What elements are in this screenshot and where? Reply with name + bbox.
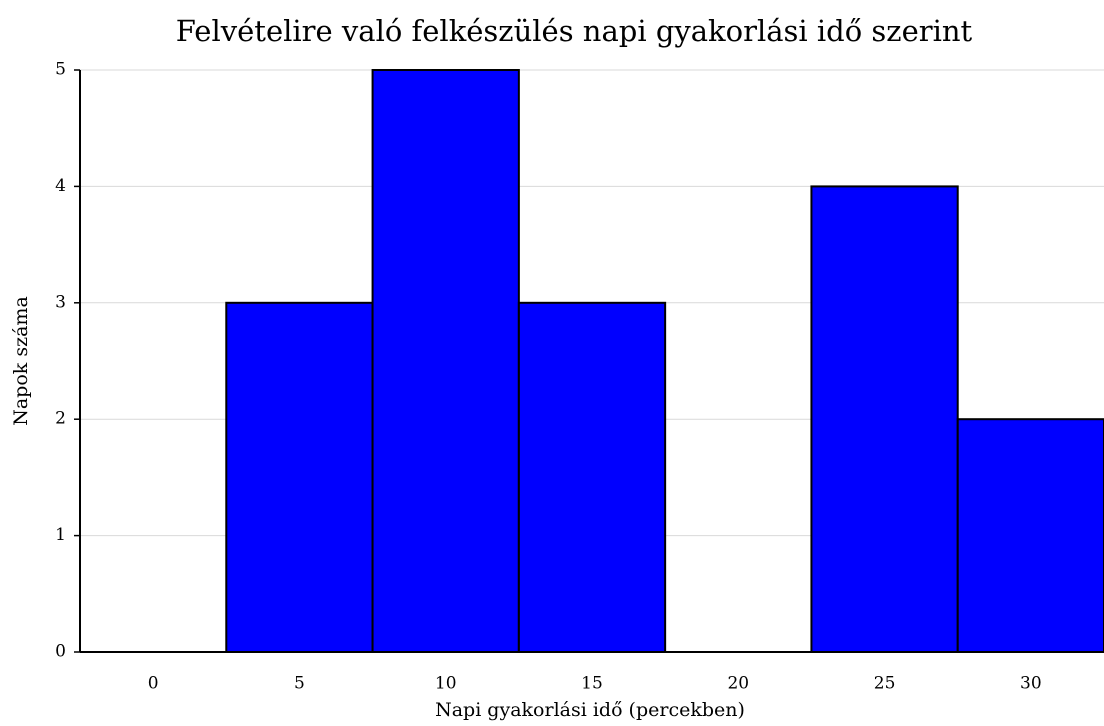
x-tick-label: 15 <box>581 674 603 694</box>
bar <box>225 301 374 653</box>
x-tick-label: 30 <box>1020 674 1042 694</box>
x-axis-label: Napi gyakorlási idő (percekben) <box>435 699 745 721</box>
x-tick-label: 20 <box>727 674 749 694</box>
bar <box>810 185 959 653</box>
y-tick-label: 1 <box>55 525 66 545</box>
y-tick-label: 0 <box>55 642 66 662</box>
bar <box>371 69 520 653</box>
y-tick-label: 2 <box>55 409 66 429</box>
y-tick-label: 5 <box>55 60 66 80</box>
x-tick-label: 0 <box>148 674 159 694</box>
y-axis-label: Napok száma <box>10 296 32 426</box>
chart-title: Felvételire való felkészülés napi gyakor… <box>176 14 973 48</box>
x-tick-label: 5 <box>294 674 305 694</box>
x-tick-label: 25 <box>874 674 896 694</box>
y-tick-label: 4 <box>55 176 66 196</box>
bar <box>517 301 667 653</box>
y-tick-label: 3 <box>55 292 66 312</box>
x-tick-label: 10 <box>435 674 457 694</box>
bar <box>956 418 1104 654</box>
